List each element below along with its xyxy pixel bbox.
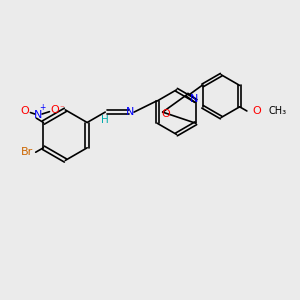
Text: O: O: [21, 106, 29, 116]
Text: O: O: [50, 105, 59, 115]
Text: +: +: [39, 103, 46, 112]
Text: O: O: [162, 109, 171, 118]
Text: N: N: [126, 107, 135, 117]
Text: O: O: [252, 106, 261, 116]
Text: ⁻: ⁻: [59, 104, 64, 113]
Text: CH₃: CH₃: [268, 106, 286, 116]
Text: N: N: [34, 110, 43, 120]
Text: Br: Br: [20, 147, 33, 157]
Text: H: H: [101, 116, 109, 125]
Text: N: N: [190, 94, 199, 103]
